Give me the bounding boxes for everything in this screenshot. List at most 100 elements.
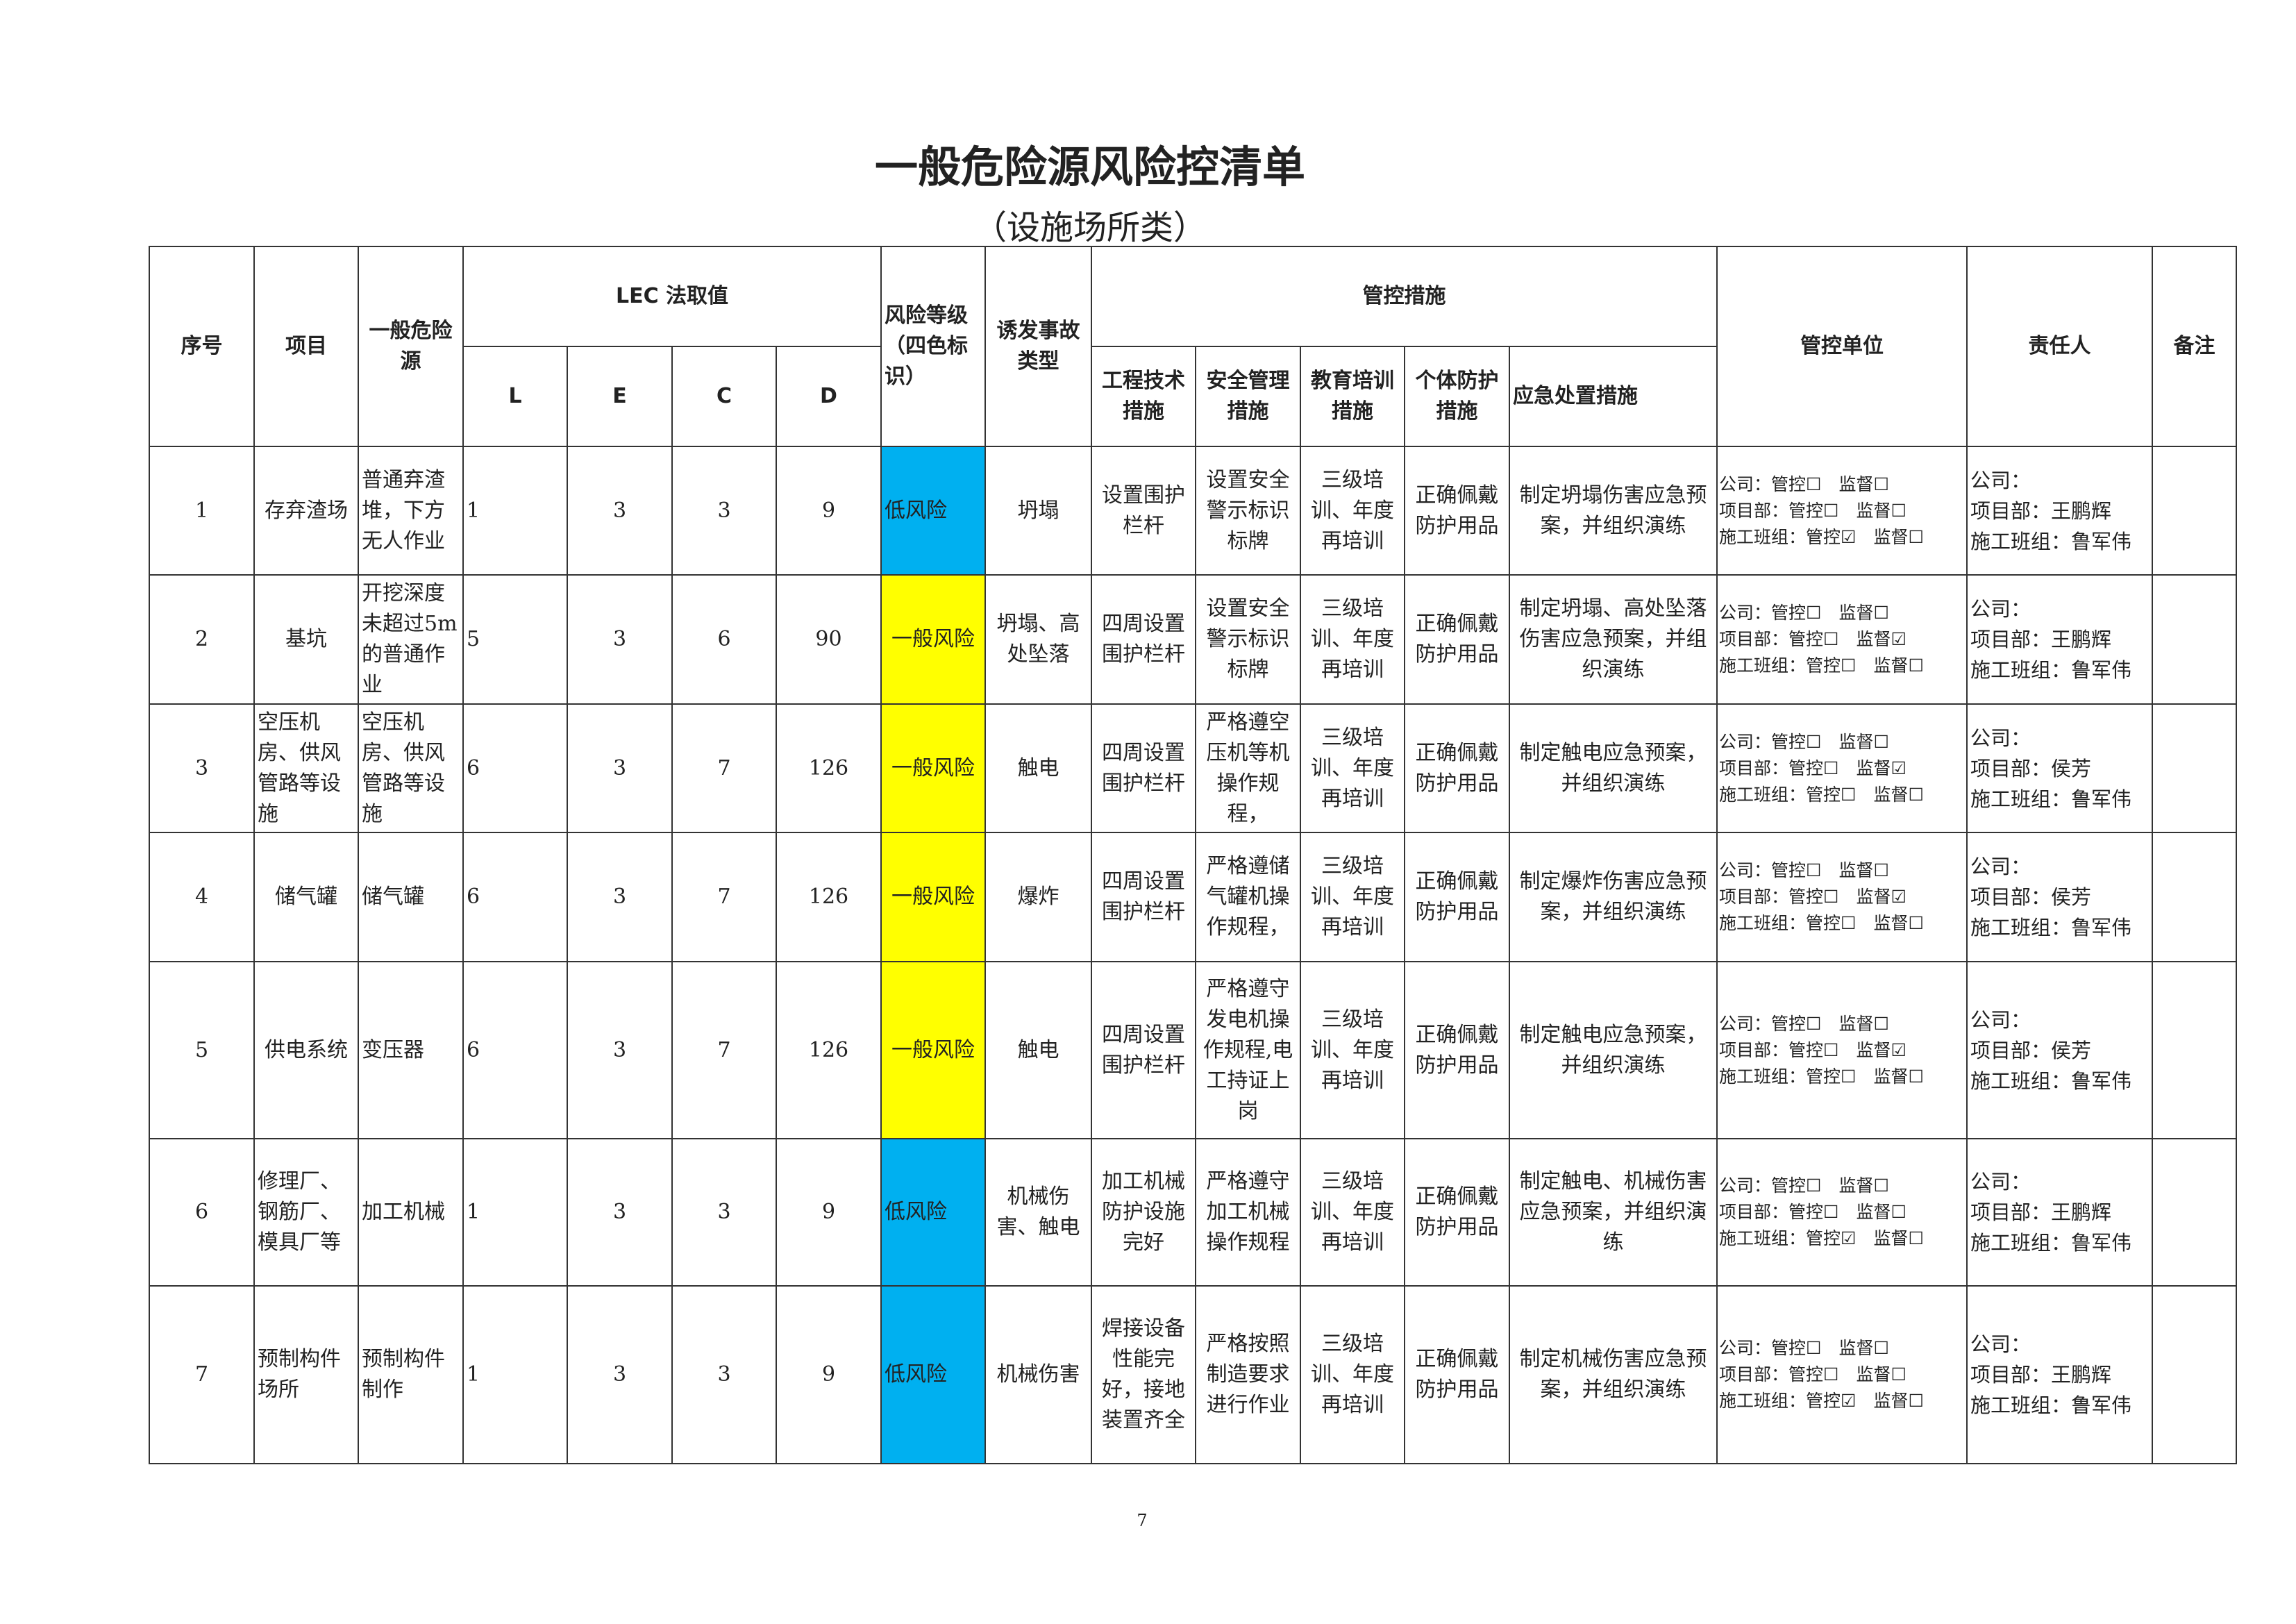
supervise-label: 监督 [1873,526,1909,547]
supervise-checkbox[interactable]: ☑ [1891,757,1907,778]
supervise-checkbox[interactable]: ☐ [1873,1013,1889,1034]
cell-e: 3 [567,574,673,705]
supervise-checkbox[interactable]: ☐ [1873,1175,1889,1196]
control-checkbox[interactable]: ☐ [1806,731,1822,752]
page-number: 7 [1137,1511,1148,1530]
supervise-checkbox[interactable]: ☐ [1873,860,1889,880]
control-checkbox[interactable]: ☑ [1841,1228,1857,1248]
control-checkbox[interactable]: ☐ [1806,1175,1822,1196]
supervise-label: 监督 [1856,500,1891,521]
responsible-label: 公司： [1970,597,2031,621]
cell-note [2152,832,2238,962]
control-checkbox[interactable]: ☐ [1823,500,1839,521]
control-checkbox[interactable]: ☐ [1823,629,1839,649]
control-checkbox[interactable]: ☐ [1823,1364,1839,1384]
control-checkbox[interactable]: ☐ [1806,603,1822,623]
unit-label: 公司： [1719,731,1772,752]
cell-ppe: 正确佩戴防护用品 [1404,574,1511,705]
responsible-name: 鲁军伟 [2071,916,2132,939]
supervise-checkbox[interactable]: ☐ [1908,913,1924,933]
cell-responsible: 公司： 项目部：王鹏辉 施工班组：鲁军伟 [1966,1285,2154,1464]
responsible-name: 侯芳 [2051,1038,2092,1062]
cell-c: 7 [671,832,777,962]
control-checkbox[interactable]: ☐ [1806,474,1822,494]
control-checkbox[interactable]: ☐ [1841,1066,1857,1087]
supervise-checkbox[interactable]: ☐ [1873,731,1889,752]
cell-seq: 4 [149,832,255,962]
responsible-name: 鲁军伟 [2071,1069,2132,1093]
cell-d: 126 [775,961,882,1139]
cell-ppe: 正确佩戴防护用品 [1404,832,1511,962]
control-checkbox[interactable]: ☑ [1841,526,1857,547]
cell-hazard: 开挖深度未超过5m的普通作业 [358,574,464,705]
cell-item: 存弃渣场 [253,446,359,576]
unit-label: 公司： [1719,474,1772,494]
supervise-label: 监督 [1838,731,1874,752]
responsible-name: 鲁军伟 [2071,787,2132,811]
supervise-checkbox[interactable]: ☑ [1891,1039,1907,1060]
cell-c: 3 [671,1138,777,1287]
cell-d: 9 [775,1285,882,1464]
cell-edu: 三级培训、年度再培训 [1300,703,1406,833]
control-checkbox[interactable]: ☑ [1841,1391,1857,1411]
header-ppe: 个体防护措施 [1404,346,1511,447]
supervise-checkbox[interactable]: ☑ [1891,629,1907,649]
supervise-label: 监督 [1873,655,1909,676]
supervise-label: 监督 [1873,913,1909,933]
control-checkbox[interactable]: ☐ [1841,913,1857,933]
cell-control-unit: 公司：管控☐ 监督☐ 项目部：管控☐ 监督☑ 施工班组：管控☐ 监督☐ [1716,703,1968,833]
supervise-checkbox[interactable]: ☐ [1891,500,1907,521]
control-label: 管控 [1788,1039,1824,1060]
control-checkbox[interactable]: ☐ [1806,860,1822,880]
supervise-checkbox[interactable]: ☐ [1908,1391,1924,1411]
cell-safety: 设置安全警示标识标牌 [1195,574,1302,705]
unit-line-project: 项目部：管控☐ 监督☐ [1719,1199,1965,1225]
cell-e: 3 [567,961,673,1139]
cell-emergency: 制定触电应急预案，并组织演练 [1509,703,1718,833]
supervise-checkbox[interactable]: ☐ [1873,474,1889,494]
supervise-checkbox[interactable]: ☐ [1891,1202,1907,1222]
responsible-line-project: 项目部：侯芳 [1970,1035,2149,1066]
supervise-checkbox[interactable]: ☐ [1873,1338,1889,1358]
responsible-label: 公司： [1970,855,2031,878]
cell-d: 126 [775,832,882,962]
control-label: 管控 [1771,1338,1807,1358]
unit-label: 公司： [1719,1175,1772,1196]
responsible-line-project: 项目部：王鹏辉 [1970,1359,2149,1390]
cell-item: 预制构件场所 [253,1285,359,1464]
cell-control-unit: 公司：管控☐ 监督☐ 项目部：管控☐ 监督☑ 施工班组：管控☐ 监督☐ [1716,961,1968,1139]
cell-edu: 三级培训、年度再培训 [1300,574,1406,705]
responsible-label: 项目部： [1970,885,2052,909]
supervise-checkbox[interactable]: ☑ [1891,887,1907,907]
supervise-checkbox[interactable]: ☐ [1891,1364,1907,1384]
responsible-name: 鲁军伟 [2071,1231,2132,1255]
cell-item: 空压机房、供风管路等设施 [253,703,359,833]
control-checkbox[interactable]: ☐ [1823,757,1839,778]
cell-c: 7 [671,961,777,1139]
cell-note [2152,446,2238,576]
control-checkbox[interactable]: ☐ [1841,655,1857,676]
control-checkbox[interactable]: ☐ [1841,784,1857,805]
responsible-line-project: 项目部：王鹏辉 [1970,624,2149,655]
control-checkbox[interactable]: ☐ [1823,887,1839,907]
supervise-checkbox[interactable]: ☐ [1873,603,1889,623]
cell-l: 1 [462,446,568,576]
control-checkbox[interactable]: ☐ [1806,1013,1822,1034]
cell-l: 6 [462,832,568,962]
unit-line-company: 公司：管控☐ 监督☐ [1719,1335,1965,1362]
cell-risk: 一般风险 [880,574,987,705]
responsible-line-team: 施工班组：鲁军伟 [1970,526,2149,557]
responsible-name: 鲁军伟 [2071,658,2132,682]
cell-d: 90 [775,574,882,705]
supervise-checkbox[interactable]: ☐ [1908,1228,1924,1248]
supervise-checkbox[interactable]: ☐ [1908,526,1924,547]
supervise-checkbox[interactable]: ☐ [1908,655,1924,676]
responsible-label: 公司： [1970,468,2031,492]
supervise-checkbox[interactable]: ☐ [1908,784,1924,805]
responsible-line-team: 施工班组：鲁军伟 [1970,1390,2149,1421]
control-checkbox[interactable]: ☐ [1823,1039,1839,1060]
control-checkbox[interactable]: ☐ [1823,1202,1839,1222]
supervise-checkbox[interactable]: ☐ [1908,1066,1924,1087]
control-checkbox[interactable]: ☐ [1806,1338,1822,1358]
cell-seq: 3 [149,703,255,833]
